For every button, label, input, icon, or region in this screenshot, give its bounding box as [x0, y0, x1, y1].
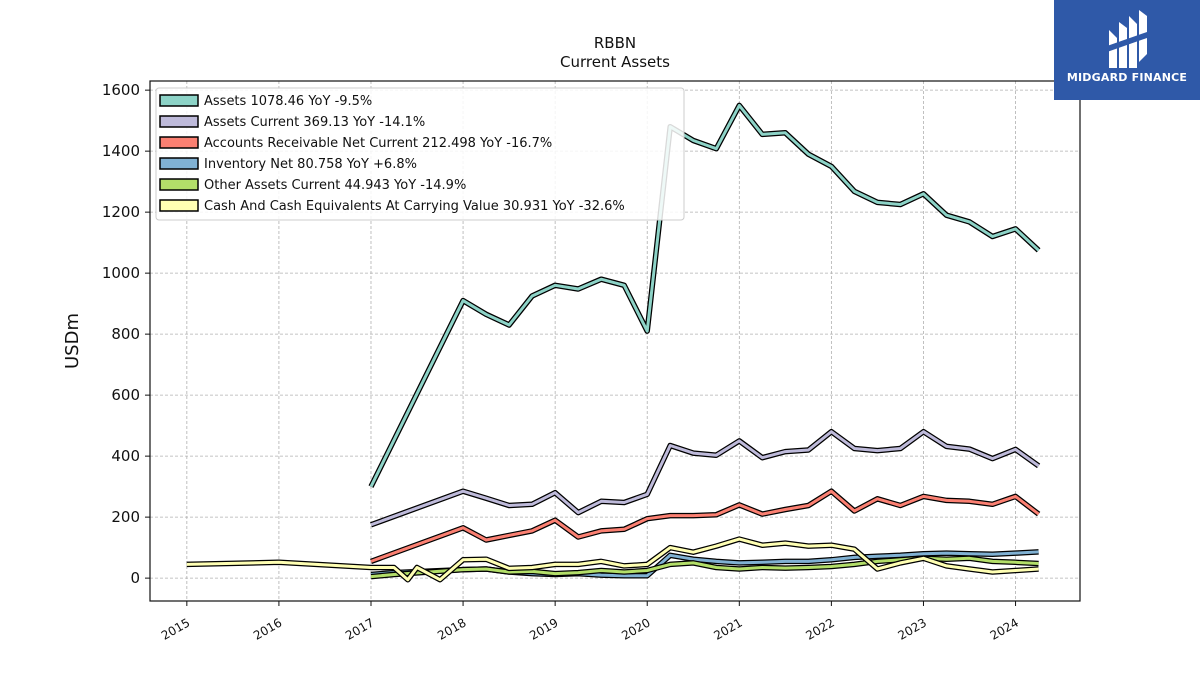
- series-lines: [186, 102, 1041, 583]
- series-line-5: [370, 556, 1039, 579]
- brand-name: MIDGARD FINANCE: [1066, 71, 1188, 84]
- chart-title: RBBN: [594, 34, 636, 52]
- x-axis-ticks: 2015 2016 2017 2018 2019 2020 2021 2022 2023 2024: [159, 601, 1021, 643]
- y-tick-label: 1400: [102, 142, 140, 160]
- y-tick-label: 600: [111, 386, 140, 404]
- y-tick-label: 200: [111, 508, 140, 526]
- x-tick-label: 2022: [803, 615, 836, 642]
- y-axis-label: USDm: [62, 313, 83, 369]
- legend-entry-3: Accounts Receivable Net Current 212.498 …: [204, 136, 552, 151]
- legend-entry-2: Assets Current 369.13 YoY -14.1%: [204, 115, 425, 130]
- y-tick-label: 800: [111, 325, 140, 343]
- series-line-1: [369, 103, 1040, 488]
- brand-logo: MIDGARD FINANCE: [1054, 0, 1200, 100]
- legend-entry-4: Inventory Net 80.758 YoY +6.8%: [204, 157, 417, 172]
- legend-swatch-4: [159, 157, 199, 170]
- chart-subtitle: Current Assets: [560, 53, 670, 71]
- y-tick-label: 400: [111, 447, 140, 465]
- legend-entry-5: Other Assets Current 44.943 YoY -14.9%: [204, 178, 466, 193]
- legend-swatch-1: [159, 94, 199, 107]
- series-line-outline-2: [370, 428, 1041, 528]
- x-tick-label: 2020: [619, 615, 652, 642]
- legend-swatch-3: [159, 136, 199, 149]
- y-tick-label: 1000: [102, 264, 140, 282]
- y-axis-ticks: 0 200 400 600 800 1000 1200 1400 1600: [102, 81, 150, 587]
- legend-swatch-5: [159, 178, 199, 191]
- legend: Assets 1078.46 YoY -9.5% Assets Current 3…: [155, 87, 685, 221]
- x-tick-label: 2021: [711, 615, 744, 642]
- legend-swatch-6: [159, 199, 199, 212]
- plot-frame: [149, 80, 1081, 602]
- x-tick-label: 2015: [159, 615, 192, 642]
- x-tick-label: 2016: [251, 615, 284, 642]
- y-tick-label: 0: [130, 569, 140, 587]
- legend-entry-6: Cash And Cash Equivalents At Carrying Va…: [204, 199, 625, 214]
- x-tick-label: 2017: [343, 615, 376, 642]
- y-tick-label: 1200: [102, 203, 140, 221]
- x-tick-label: 2018: [435, 615, 468, 642]
- series-line-2: [370, 430, 1040, 527]
- legend-swatch-2: [159, 115, 199, 128]
- x-tick-label: 2023: [896, 615, 929, 642]
- series-line-3: [370, 489, 1040, 563]
- x-tick-label: 2024: [988, 615, 1021, 642]
- series-line-6: [186, 537, 1039, 582]
- legend-box: [155, 87, 685, 221]
- y-tick-label: 1600: [102, 81, 140, 99]
- legend-entry-1: Assets 1078.46 YoY -9.5%: [204, 94, 372, 109]
- x-tick-label: 2019: [527, 615, 560, 642]
- brand-logo-icon: [1107, 10, 1147, 68]
